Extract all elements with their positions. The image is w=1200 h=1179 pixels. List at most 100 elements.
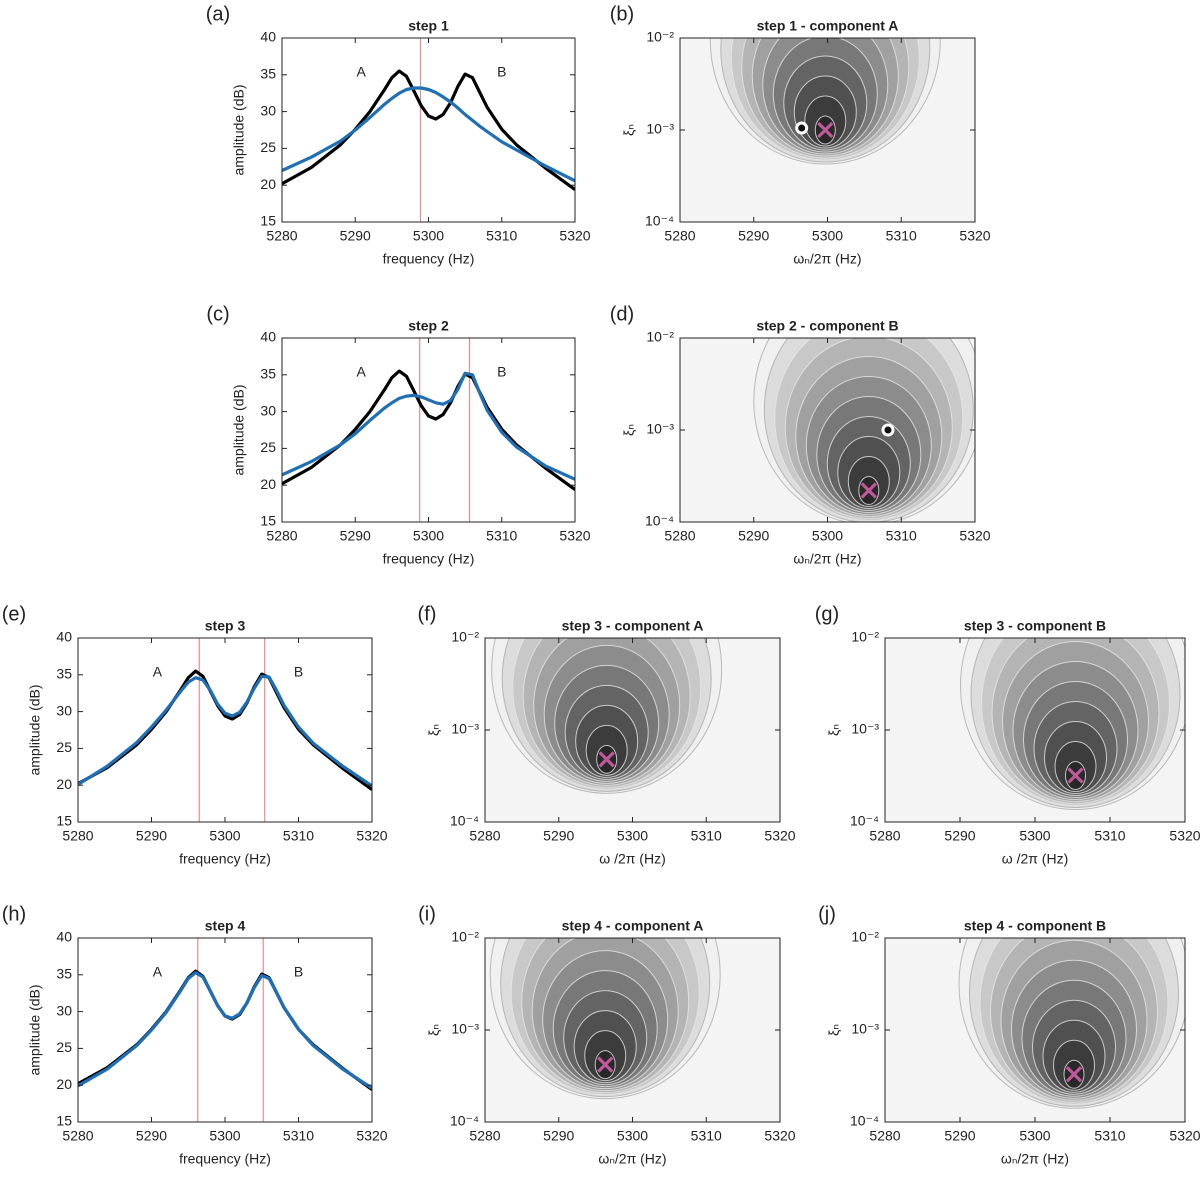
panel: 5280 5290 5300 5310 5320 10⁻⁴ 10⁻³ 10⁻² step 2 -… (610, 303, 991, 566)
x-tick-label: 5300 (1019, 1128, 1050, 1144)
panel-label: (j) (818, 903, 836, 925)
x-tick-label: 5300 (413, 528, 444, 544)
x-tick-label: 5320 (559, 528, 590, 544)
y-axis-label: amplitude (dB) (231, 84, 247, 175)
y-tick-label: 40 (260, 329, 276, 345)
x-tick-label: 5310 (1094, 828, 1125, 844)
y-tick-label: 15 (56, 813, 72, 829)
x-tick-label: 5320 (1169, 828, 1200, 844)
y-tick-label: 10⁻⁴ (645, 513, 674, 529)
plot-content (885, 938, 1185, 1122)
marker-cross (860, 482, 877, 499)
plot-content (282, 38, 575, 222)
series-line (282, 371, 575, 481)
x-axis-label: frequency (Hz) (179, 851, 271, 867)
x-tick-label: 5310 (886, 528, 917, 544)
marker-circle (881, 423, 895, 437)
x-tick-label: 5310 (283, 828, 314, 844)
x-tick-label: 5290 (543, 1128, 574, 1144)
x-axis-label: frequency (Hz) (383, 251, 475, 267)
y-tick-label: 15 (260, 513, 276, 529)
x-tick-label: 5280 (664, 228, 695, 244)
panel-label: (g) (815, 603, 839, 625)
plot-content (282, 338, 575, 522)
x-tick-label: 5320 (356, 828, 387, 844)
series-line (282, 69, 575, 191)
panel: A B 5280 5290 5300 5310 5320 15 20 25 30 35 40 step 2… (206, 303, 590, 566)
x-tick-label: 5310 (486, 228, 517, 244)
x-tick-label: 5310 (486, 528, 517, 544)
chart-title: step 1 - component A (757, 18, 899, 34)
y-tick-label: 10⁻² (451, 629, 479, 645)
x-tick-label: 5290 (340, 528, 371, 544)
chart-title: step 4 - component A (562, 918, 704, 934)
x-tick-label: 5320 (959, 528, 990, 544)
x-tick-label: 5280 (869, 828, 900, 844)
x-tick-label: 5290 (738, 528, 769, 544)
plot-content (485, 938, 780, 1122)
panel-label: (a) (206, 3, 230, 25)
y-tick-label: 10⁻³ (646, 121, 674, 137)
series-line (78, 971, 372, 1090)
y-tick-label: 10⁻² (646, 29, 674, 45)
panel-label: (d) (610, 303, 634, 325)
series-line (282, 369, 575, 491)
y-tick-label: 30 (260, 102, 276, 118)
y-tick-label: 35 (56, 666, 72, 682)
y-tick-label: 40 (260, 29, 276, 45)
plot-content (680, 338, 975, 522)
panel: 5280 5290 5300 5310 5320 10⁻⁴ 10⁻³ 10⁻² step 1 -… (610, 3, 991, 266)
x-tick-label: 5290 (136, 828, 167, 844)
x-tick-label: 5300 (812, 228, 843, 244)
chart-title: step 3 (205, 618, 246, 634)
plot-content (485, 638, 780, 822)
plot-content (78, 638, 372, 822)
panel-label: (b) (610, 3, 634, 25)
x-tick-label: 5320 (1169, 1128, 1200, 1144)
plot-area (282, 38, 575, 222)
chart-title: step 2 - component B (756, 318, 898, 334)
marker-cross (597, 1056, 614, 1073)
x-tick-label: 5320 (764, 1128, 795, 1144)
y-axis-label: amplitude (dB) (27, 984, 43, 1075)
x-tick-label: 5300 (617, 828, 648, 844)
plot-area (282, 338, 575, 522)
y-tick-label: 20 (260, 176, 276, 192)
x-tick-label: 5300 (413, 228, 444, 244)
y-tick-label: 20 (260, 476, 276, 492)
y-tick-label: 10⁻² (851, 929, 879, 945)
y-tick-label: 10⁻⁴ (450, 1113, 479, 1129)
y-tick-label: 10⁻⁴ (850, 813, 879, 829)
x-tick-label: 5290 (543, 828, 574, 844)
marker-cross (1065, 1066, 1083, 1083)
y-tick-label: 20 (56, 1076, 72, 1092)
x-tick-label: 5300 (812, 528, 843, 544)
y-tick-label: 25 (56, 739, 72, 755)
x-tick-label: 5290 (738, 228, 769, 244)
x-tick-label: 5290 (944, 828, 975, 844)
x-tick-label: 5280 (869, 1128, 900, 1144)
panel: A B 5280 5290 5300 5310 5320 15 20 25 30 35 40 step 1… (206, 3, 591, 266)
y-tick-label: 10⁻³ (451, 721, 479, 737)
peak-annotation: A (356, 364, 366, 380)
y-axis-label: ξₙ (426, 724, 442, 736)
x-tick-label: 5310 (691, 828, 722, 844)
y-tick-label: 10⁻⁴ (450, 813, 479, 829)
x-axis-label: ω /2π (Hz) (1002, 851, 1068, 867)
y-tick-label: 25 (260, 139, 276, 155)
x-axis-label: ωₙ/2π (Hz) (598, 1151, 666, 1167)
panel-label: (h) (2, 903, 26, 925)
peak-annotation: A (153, 964, 163, 980)
chart-title: step 4 (205, 918, 246, 934)
y-tick-label: 40 (56, 929, 72, 945)
y-tick-label: 10⁻² (451, 929, 479, 945)
peak-annotation: A (153, 664, 163, 680)
y-tick-label: 15 (260, 213, 276, 229)
marker-circle (795, 121, 809, 135)
peak-annotation: A (356, 64, 366, 80)
x-tick-label: 5320 (959, 228, 990, 244)
y-tick-label: 30 (260, 402, 276, 418)
y-tick-label: 20 (56, 776, 72, 792)
x-tick-label: 5280 (62, 1128, 93, 1144)
y-axis-label: ξₙ (826, 724, 842, 736)
